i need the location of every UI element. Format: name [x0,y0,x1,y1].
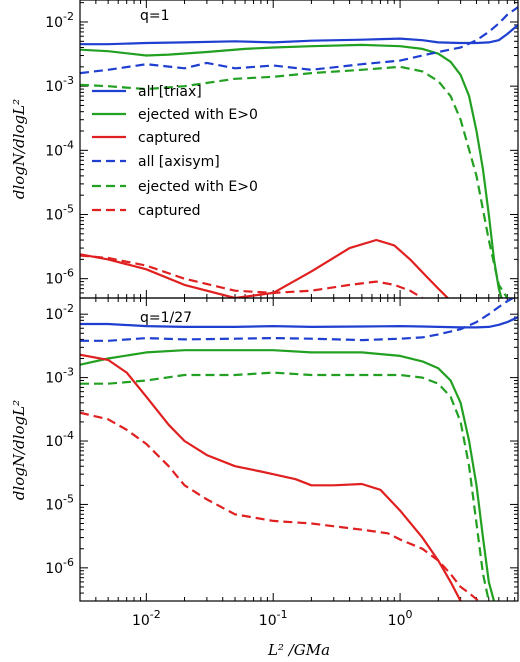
x-axis: 10-2 10-1 100 [132,608,413,629]
legend-label-3: all [axisym] [138,154,220,170]
series-line-q1-1 [80,43,503,298]
y-tick-label: 10-6 [45,556,74,577]
series-line-q27-5 [80,411,480,601]
legend-label-4: ejected with E>0 [138,179,258,195]
y-axis-label-top: dlogN/dlogL² [10,99,28,199]
series-line-q27-3 [80,298,516,342]
panel-q1-frame [79,0,519,299]
panel-q27-curves [80,298,518,601]
legend: all [triax] ejected with E>0 captured all [… [92,84,258,219]
series-line-q27-0 [80,316,518,329]
x-tick-label: 10-2 [132,608,161,629]
y-tick-label: 10-5 [45,492,74,513]
x-axis-label: L² /GMa [267,641,330,659]
panel-q27-ticks: 10-6 10-5 10-4 10-3 10-2 [45,298,518,602]
legend-label-0: all [triax] [138,84,202,100]
x-tick-label: 100 [388,608,413,629]
panel-q1: 10-6 10-5 10-4 10-3 10-2 q=1 all [triax] ejec… [10,0,519,299]
series-line-q1-4 [80,65,509,298]
x-tick-label: 10-1 [259,608,288,629]
series-line-q27-1 [80,349,496,601]
series-line-q1-0 [80,24,518,46]
series-line-q1-5 [80,254,423,298]
y-tick-label: 10-2 [45,302,74,323]
panel-q27-frame [79,297,519,602]
series-line-q1-3 [80,6,518,75]
y-axis-label-bottom: dlogN/dlogL² [10,400,28,500]
y-tick-label: 10-3 [45,74,74,95]
panel-q27: 10-6 10-5 10-4 10-3 10-2 q=1/27 dlogN/dlogL² [10,297,519,602]
panel-q1-label: q=1 [140,8,170,24]
y-tick-label: 10-3 [45,366,74,387]
y-tick-label: 10-2 [45,10,74,31]
series-line-q1-2 [80,238,450,298]
legend-label-1: ejected with E>0 [138,107,258,123]
legend-label-5: captured [138,203,200,219]
panel-q27-label: q=1/27 [140,310,192,326]
panel-q1-curves [80,6,518,298]
y-tick-label: 10-6 [45,267,74,288]
series-line-q27-2 [80,353,462,601]
legend-label-2: captured [138,130,200,146]
y-tick-label: 10-5 [45,203,74,224]
y-tick-label: 10-4 [45,429,74,450]
y-tick-label: 10-4 [45,138,74,159]
series-line-q27-4 [80,371,490,601]
